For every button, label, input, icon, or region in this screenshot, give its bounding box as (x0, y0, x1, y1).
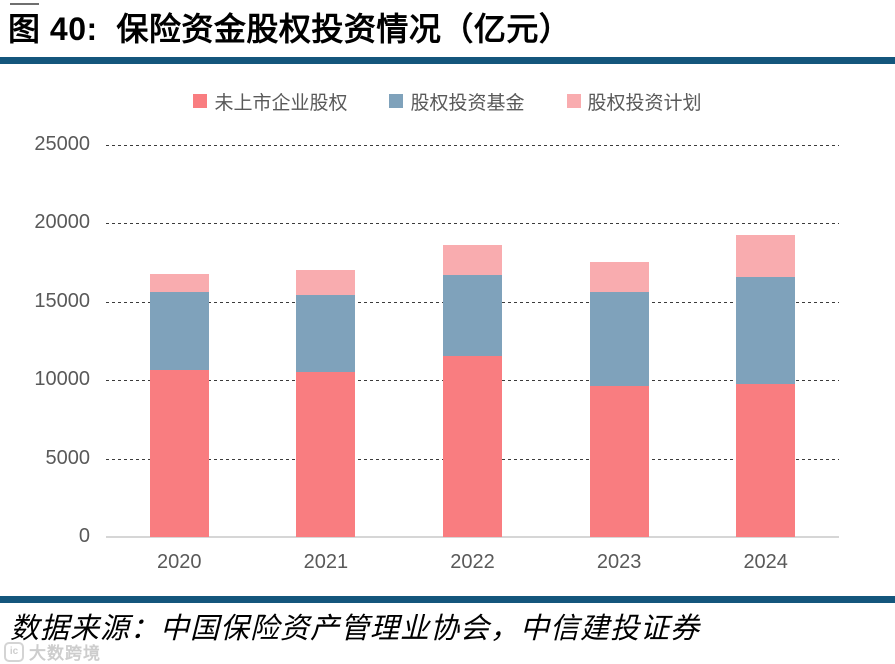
bar-segment (736, 276, 796, 385)
bar-stack-2021 (296, 269, 356, 537)
bar-segment (149, 292, 209, 370)
bar-stack-2023 (589, 261, 649, 537)
legend-item: 未上市企业股权 (193, 88, 347, 115)
x-tick-label: 2021 (303, 551, 349, 573)
bar-segment (589, 292, 649, 386)
data-source-note: 数据来源：中国保险资产管理业协会，中信建投证券 (10, 613, 701, 645)
clipped-top-line (10, 3, 39, 5)
y-tick-label: 10000 (34, 368, 90, 391)
bar-segment (589, 261, 649, 293)
watermark: ic 大数跨境 (4, 639, 101, 664)
bar-segment (296, 294, 356, 372)
y-tick-label: 0 (78, 525, 90, 547)
title-rule (0, 57, 895, 64)
watermark-logo-icon: ic (4, 641, 24, 662)
legend-label: 股权投资计划 (587, 92, 702, 114)
bar-segment (736, 235, 796, 277)
bar-segment (443, 275, 502, 356)
chart-legend: 未上市企业股权 股权投资基金 股权投资计划 (0, 88, 895, 114)
x-tick-label: 2024 (743, 551, 788, 573)
y-tick-label: 20000 (34, 211, 90, 234)
bar-segment (296, 269, 356, 295)
legend-label: 股权投资基金 (410, 92, 525, 114)
legend-item: 股权投资基金 (389, 88, 525, 115)
x-tick-label: 2022 (450, 551, 495, 573)
legend-label: 未上市企业股权 (214, 92, 348, 114)
x-tick-label: 2020 (157, 551, 202, 573)
bar-stack-2024 (736, 235, 796, 537)
watermark-text: 大数跨境 (29, 644, 101, 663)
bar-segment (443, 355, 502, 537)
bar-stack-2020 (149, 273, 209, 537)
bar-segment (149, 273, 209, 293)
x-axis-line (106, 536, 839, 538)
bar-stack-2022 (443, 244, 502, 537)
y-tick-label: 5000 (45, 446, 91, 469)
footer-rule (0, 596, 895, 603)
bar-segment (443, 244, 502, 276)
gridline (106, 145, 839, 146)
legend-swatch-icon (389, 94, 404, 108)
x-tick-label: 2023 (596, 551, 642, 573)
bar-segment (149, 369, 209, 537)
bar-segment (736, 384, 796, 537)
legend-item: 股权投资计划 (566, 88, 702, 115)
y-tick-label: 15000 (34, 289, 90, 312)
gridline (106, 223, 839, 225)
legend-swatch-icon (193, 94, 208, 108)
bar-segment (589, 385, 649, 537)
y-tick-label: 25000 (34, 133, 90, 155)
bar-segment (296, 371, 356, 537)
legend-swatch-icon (566, 94, 581, 108)
figure-title: 图 40: 保险资金股权投资情况（亿元） (8, 11, 572, 47)
